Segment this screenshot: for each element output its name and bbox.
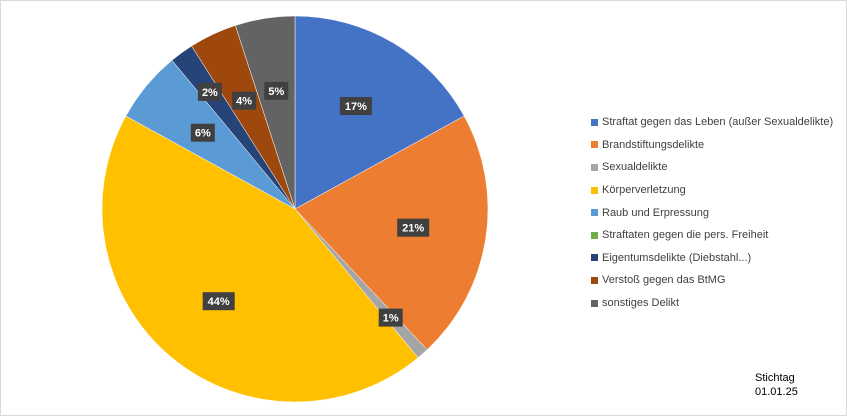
data-label-box xyxy=(232,91,257,110)
legend-item-raub-und-erpressung: Raub und Erpressung xyxy=(591,201,833,224)
data-label-text: 1% xyxy=(383,313,399,325)
stichtag-note: Stichtag 01.01.25 xyxy=(755,371,798,399)
legend-item-straftat-gegen-das-leben-au-er-sexualdelikte: Straftat gegen das Leben (außer Sexualde… xyxy=(591,111,833,134)
legend-label: sonstiges Delikt xyxy=(602,297,680,310)
data-label-text: 2% xyxy=(202,87,218,99)
data-label-box xyxy=(378,308,403,327)
legend-swatch xyxy=(591,209,598,217)
data-label-sexualdelikte: 1% xyxy=(378,308,403,327)
legend-label: Eigentumsdelikte (Diebstahl...) xyxy=(602,251,752,264)
data-label-versto-gegen-das-btmg: 4% xyxy=(232,91,257,110)
legend-item-straftaten-gegen-die-pers-freiheit: Straftaten gegen die pers. Freiheit xyxy=(591,224,833,247)
data-label-text: 6% xyxy=(195,128,211,140)
legend-item-versto-gegen-das-btmg: Verstoß gegen das BtMG xyxy=(591,269,833,292)
legend-label: Straftat gegen das Leben (außer Sexualde… xyxy=(602,116,834,129)
data-label-straftat-gegen-das-leben-au-er-sexualdelikte: 17% xyxy=(339,97,372,115)
pie-slice-brandstiftungsdelikte xyxy=(294,115,489,351)
data-label-box xyxy=(202,292,235,311)
data-label-raub-und-erpressung: 6% xyxy=(190,123,215,142)
data-label-k-rperverletzung: 44% xyxy=(202,292,235,311)
legend-label: Körperverletzung xyxy=(602,184,686,197)
data-label-eigentumsdelikte-diebstahl: 2% xyxy=(197,82,222,101)
legend-swatch xyxy=(591,254,598,262)
legend-swatch xyxy=(591,141,598,149)
legend-swatch xyxy=(591,118,598,126)
legend-swatch xyxy=(591,276,598,284)
stichtag-label: Stichtag xyxy=(755,372,795,384)
data-label-text: 44% xyxy=(208,296,230,308)
data-label-box xyxy=(197,82,222,101)
data-label-box xyxy=(264,81,289,100)
legend-item-eigentumsdelikte-diebstahl: Eigentumsdelikte (Diebstahl...) xyxy=(591,247,833,270)
pie-slice-k-rperverletzung xyxy=(101,115,419,403)
data-label-box xyxy=(339,97,372,115)
legend-item-sonstiges-delikt: sonstiges Delikt xyxy=(591,292,833,315)
data-label-text: 17% xyxy=(345,101,367,113)
data-label-text: 21% xyxy=(402,223,424,235)
legend-item-k-rperverletzung: Körperverletzung xyxy=(591,179,833,202)
pie-slice-sonstiges-delikt xyxy=(235,15,296,210)
legend-swatch xyxy=(591,163,598,171)
legend-item-sexualdelikte: Sexualdelikte xyxy=(591,156,833,179)
legend-label: Brandstiftungsdelikte xyxy=(602,138,705,151)
data-label-box xyxy=(397,218,430,237)
legend-swatch xyxy=(591,299,598,307)
data-label-box xyxy=(190,123,215,142)
data-label-text: 5% xyxy=(268,86,284,98)
legend-item-brandstiftungsdelikte: Brandstiftungsdelikte xyxy=(591,134,833,157)
legend-label: Sexualdelikte xyxy=(602,161,668,174)
legend-swatch xyxy=(591,186,598,194)
legend: Straftat gegen das Leben (außer Sexualde… xyxy=(591,111,833,314)
data-label-text: 4% xyxy=(236,96,252,108)
data-label-brandstiftungsdelikte: 21% xyxy=(397,218,430,237)
stichtag-date: 01.01.25 xyxy=(755,386,798,398)
legend-label: Verstoß gegen das BtMG xyxy=(602,274,726,287)
pie-slice-straftat-gegen-das-leben-au-er-sexualdelikte xyxy=(294,15,465,210)
legend-swatch xyxy=(591,231,598,239)
data-label-sonstiges-delikt: 5% xyxy=(264,81,289,100)
legend-label: Straftaten gegen die pers. Freiheit xyxy=(602,229,769,242)
legend-label: Raub und Erpressung xyxy=(602,206,710,219)
